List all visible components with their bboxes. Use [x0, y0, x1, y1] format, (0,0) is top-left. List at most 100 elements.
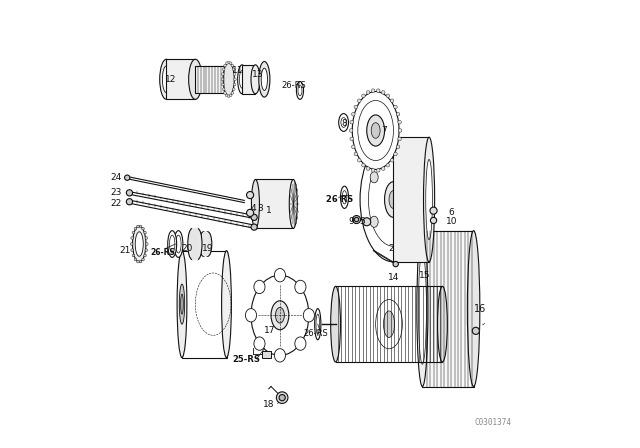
- Text: 26-RS: 26-RS: [151, 249, 176, 258]
- Text: 15: 15: [419, 271, 430, 280]
- Ellipse shape: [168, 231, 177, 258]
- Bar: [204, 232, 208, 256]
- Ellipse shape: [370, 216, 378, 227]
- Circle shape: [349, 129, 353, 132]
- Circle shape: [221, 73, 224, 75]
- Circle shape: [131, 243, 133, 246]
- Circle shape: [145, 237, 148, 239]
- Circle shape: [366, 167, 370, 170]
- Ellipse shape: [385, 182, 403, 217]
- Text: 18: 18: [263, 400, 275, 409]
- Circle shape: [141, 227, 145, 230]
- Circle shape: [246, 209, 253, 216]
- Circle shape: [396, 145, 400, 149]
- Bar: [166, 59, 195, 99]
- Bar: [242, 65, 255, 94]
- Circle shape: [131, 249, 134, 251]
- Circle shape: [222, 68, 225, 71]
- Circle shape: [362, 164, 365, 167]
- Text: 5: 5: [360, 217, 365, 226]
- Ellipse shape: [296, 82, 303, 99]
- Circle shape: [222, 88, 225, 90]
- Circle shape: [251, 224, 257, 230]
- Circle shape: [353, 215, 360, 224]
- Circle shape: [234, 78, 236, 81]
- Circle shape: [431, 217, 436, 224]
- Circle shape: [132, 231, 135, 234]
- Circle shape: [355, 217, 359, 222]
- Bar: [195, 66, 227, 93]
- Ellipse shape: [163, 66, 170, 93]
- Ellipse shape: [315, 309, 321, 340]
- Circle shape: [145, 243, 148, 246]
- Circle shape: [229, 94, 232, 97]
- Circle shape: [231, 64, 234, 67]
- Circle shape: [229, 62, 232, 65]
- Text: 7: 7: [381, 126, 387, 135]
- Text: 22: 22: [111, 199, 122, 208]
- Circle shape: [132, 254, 135, 257]
- Circle shape: [225, 94, 228, 97]
- Ellipse shape: [251, 65, 260, 94]
- Bar: [182, 251, 227, 358]
- Ellipse shape: [331, 286, 340, 362]
- Ellipse shape: [289, 180, 298, 228]
- Ellipse shape: [298, 85, 302, 96]
- Circle shape: [398, 129, 402, 132]
- Circle shape: [136, 260, 140, 263]
- Circle shape: [125, 175, 130, 181]
- Circle shape: [371, 168, 375, 172]
- Ellipse shape: [424, 137, 435, 262]
- Text: 25-RS: 25-RS: [232, 355, 260, 364]
- Ellipse shape: [221, 251, 232, 358]
- Circle shape: [358, 99, 361, 103]
- Circle shape: [386, 94, 390, 98]
- Text: 16: 16: [474, 304, 486, 314]
- Ellipse shape: [295, 337, 306, 350]
- Ellipse shape: [245, 309, 257, 322]
- Circle shape: [362, 94, 365, 98]
- Circle shape: [350, 121, 353, 124]
- Circle shape: [232, 88, 235, 90]
- Text: 8: 8: [342, 119, 348, 128]
- Bar: [192, 228, 198, 260]
- Circle shape: [390, 99, 394, 103]
- Ellipse shape: [303, 309, 314, 322]
- Circle shape: [386, 164, 390, 167]
- Ellipse shape: [409, 216, 417, 227]
- Ellipse shape: [204, 232, 212, 256]
- Ellipse shape: [438, 286, 447, 362]
- Ellipse shape: [188, 228, 196, 260]
- Circle shape: [358, 159, 361, 162]
- Text: 24: 24: [111, 173, 122, 182]
- Circle shape: [134, 258, 137, 261]
- Circle shape: [381, 167, 385, 170]
- Ellipse shape: [389, 190, 398, 208]
- Ellipse shape: [352, 91, 399, 169]
- Circle shape: [224, 64, 227, 67]
- Circle shape: [224, 92, 227, 95]
- Bar: [262, 351, 271, 358]
- Circle shape: [354, 105, 358, 109]
- Circle shape: [376, 168, 380, 172]
- Circle shape: [354, 152, 358, 156]
- Circle shape: [136, 225, 140, 228]
- Circle shape: [394, 105, 397, 109]
- Text: 9: 9: [348, 217, 354, 226]
- Ellipse shape: [135, 232, 143, 256]
- Ellipse shape: [239, 70, 244, 88]
- Text: 12: 12: [165, 75, 177, 84]
- Circle shape: [144, 231, 147, 234]
- Text: 19: 19: [202, 244, 214, 253]
- Ellipse shape: [467, 231, 480, 387]
- Ellipse shape: [254, 337, 265, 350]
- Ellipse shape: [342, 190, 347, 204]
- Ellipse shape: [251, 275, 309, 355]
- Ellipse shape: [370, 172, 378, 183]
- Ellipse shape: [237, 65, 246, 94]
- Circle shape: [393, 261, 398, 267]
- Ellipse shape: [360, 137, 427, 262]
- Circle shape: [376, 89, 380, 92]
- Circle shape: [227, 61, 230, 64]
- Text: 23: 23: [111, 188, 122, 197]
